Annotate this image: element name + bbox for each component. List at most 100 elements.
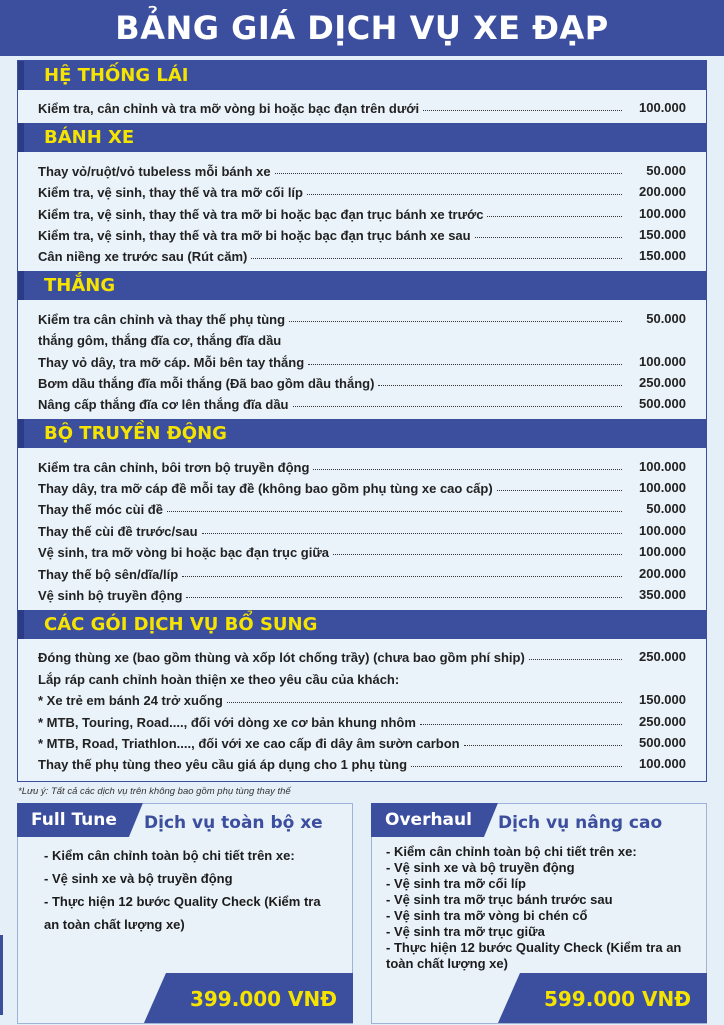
- service-price: 500.000: [639, 396, 686, 412]
- service-price: 100.000: [639, 522, 686, 538]
- package-list: - Kiểm cân chỉnh toàn bộ chi tiết trên x…: [44, 844, 334, 936]
- service-name: Thay vỏ dây, tra mỡ cáp. Mỗi bên tay thắ…: [38, 354, 305, 370]
- service-price: 100.000: [639, 100, 686, 116]
- section-title: BÁNH XE: [18, 123, 706, 153]
- package-list: - Kiểm cân chỉnh toàn bộ chi tiết trên x…: [386, 844, 696, 972]
- service-name: Nâng cấp thắng đĩa cơ lên thắng đĩa dầu: [38, 397, 289, 413]
- dot-leader: [463, 744, 622, 746]
- dot-leader: [474, 236, 622, 238]
- service-name: * MTB, Road, Triathlon...., đối với xe c…: [38, 735, 460, 751]
- dot-leader: [182, 575, 622, 577]
- dot-leader: [226, 702, 622, 704]
- package-card: Full Tune Dịch vụ toàn bộ xe - Kiểm cân ch…: [17, 803, 353, 1024]
- package-item: - Vệ sinh tra mỡ vòng bi chén cổ: [386, 908, 588, 923]
- service-price: 50.000: [646, 162, 686, 178]
- dot-leader: [186, 597, 622, 599]
- dot-leader: [251, 258, 622, 260]
- service-price: 350.000: [639, 587, 686, 603]
- service-price: 100.000: [639, 480, 686, 496]
- service-name: Thay dây, tra mỡ cáp đề mỗi tay đề (khôn…: [38, 481, 493, 497]
- price-row: Thay dây, tra mỡ cáp đề mỗi tay đề (khôn…: [38, 475, 686, 496]
- price-row: Vệ sinh bộ truyền động 350.000: [38, 582, 686, 603]
- service-name: Kiểm tra, cân chỉnh và tra mỡ vòng bi ho…: [38, 101, 420, 117]
- service-price: 250.000: [639, 713, 686, 729]
- package-item: - Thực hiện 12 bước Quality Check (Kiểm …: [386, 940, 682, 971]
- price-row: Kiểm tra, vệ sinh, thay thế và tra mỡ cố…: [38, 179, 686, 200]
- service-price: 100.000: [639, 458, 686, 474]
- dot-leader: [166, 511, 622, 513]
- service-name: Thay thế cùi đề trước/sau: [38, 523, 198, 539]
- package-item: - Vệ sinh xe và bộ truyền động: [386, 860, 575, 875]
- package-item: - Vệ sinh tra mỡ cối líp: [386, 876, 526, 891]
- dot-leader: [308, 363, 622, 365]
- price-row: Bơm dầu thắng đĩa mỗi thắng (Đã bao gồm …: [38, 370, 686, 391]
- price-row: Kiểm tra, vệ sinh, thay thế và tra mỡ bi…: [38, 200, 686, 222]
- package-item: - Vệ sinh xe và bộ truyền động: [44, 871, 233, 886]
- price-row: Đóng thùng xe (bao gồm thùng và xốp lót …: [38, 644, 686, 665]
- service-name: Bơm dầu thắng đĩa mỗi thắng (Đã bao gồm …: [38, 375, 375, 391]
- service-name: Kiểm tra cân chỉnh, bôi trơn bộ truyền đ…: [38, 459, 310, 475]
- price-row: Kiểm tra cân chỉnh, bôi trơn bộ truyền đ…: [38, 453, 686, 475]
- package-title: Dịch vụ nâng cao: [498, 813, 663, 833]
- service-name: Thay vỏ/ruột/vỏ tubeless mỗi bánh xe: [38, 163, 271, 179]
- package-card: Overhaul Dịch vụ nâng cao - Kiểm cân chỉnh…: [371, 803, 707, 1024]
- price-row: Kiểm tra, vệ sinh, thay thế và tra mỡ bi…: [38, 222, 686, 243]
- price-row: Thay thế phụ tùng theo yêu cầu giá áp dụ…: [38, 751, 686, 772]
- price-board: HỆ THỐNG LÁI Kiểm tra, cân chỉnh và tra m…: [17, 60, 707, 782]
- section: BÁNH XE Thay vỏ/ruột/vỏ tubeless mỗi bánh…: [18, 123, 706, 271]
- price-row: * Xe trẻ em bánh 24 trở xuống 150.000: [38, 687, 686, 708]
- dot-leader: [333, 554, 622, 556]
- service-name: Kiểm tra, vệ sinh, thay thế và tra mỡ bi…: [38, 206, 484, 222]
- service-price: 100.000: [639, 544, 686, 560]
- service-name: Thay thế phụ tùng theo yêu cầu giá áp dụ…: [38, 757, 408, 773]
- package-item: - Thực hiện 12 bước Quality Check (Kiểm …: [44, 894, 321, 932]
- service-price: 100.000: [639, 353, 686, 369]
- package-title: Dịch vụ toàn bộ xe: [144, 813, 323, 833]
- price-row: Thay thế cùi đề trước/sau 100.000: [38, 517, 686, 539]
- price-row: Kiểm tra cân chỉnh và thay thế phụ tùng 5…: [38, 305, 686, 327]
- service-name: Kiểm tra, vệ sinh, thay thế và tra mỡ bi…: [38, 227, 471, 243]
- section: HỆ THỐNG LÁI Kiểm tra, cân chỉnh và tra m…: [18, 61, 706, 123]
- dot-leader: [496, 490, 622, 492]
- price-row: Thay thế móc cùi đề 50.000: [38, 496, 686, 517]
- service-name: Kiểm tra cân chỉnh và thay thế phụ tùng: [38, 311, 286, 327]
- price-row: Kiểm tra, cân chỉnh và tra mỡ vòng bi ho…: [38, 95, 686, 116]
- dot-leader: [274, 172, 622, 174]
- package-item: - Kiểm cân chỉnh toàn bộ chi tiết trên x…: [44, 848, 295, 863]
- package-badge: Overhaul: [371, 803, 498, 837]
- service-name: Thay thế móc cùi đề: [38, 502, 163, 518]
- package-item: - Vệ sinh tra mỡ trục giữa: [386, 924, 545, 939]
- rows: Kiểm tra cân chỉnh và thay thế phụ tùng 5…: [18, 300, 706, 419]
- package-price: 399.000 VNĐ: [143, 973, 353, 1023]
- package-badge: Full Tune: [17, 803, 143, 837]
- service-price: 250.000: [639, 374, 686, 390]
- dot-leader: [423, 110, 622, 112]
- service-price: 500.000: [639, 734, 686, 750]
- dot-leader: [289, 320, 622, 322]
- section-title: BỘ TRUYỀN ĐỘNG: [18, 419, 706, 449]
- service-price: 150.000: [639, 248, 686, 264]
- price-row: thắng gôm, thắng đĩa cơ, thắng đĩa dầu: [38, 327, 686, 348]
- package-item: - Vệ sinh tra mỡ trục bánh trước sau: [386, 892, 613, 907]
- service-price: 50.000: [646, 501, 686, 517]
- section-title: THẮNG: [18, 271, 706, 301]
- section-title: CÁC GÓI DỊCH VỤ BỔ SUNG: [18, 610, 706, 640]
- service-price: 150.000: [639, 226, 686, 242]
- service-price: 200.000: [639, 565, 686, 581]
- dot-leader: [411, 766, 622, 768]
- price-row: Nâng cấp thắng đĩa cơ lên thắng đĩa dầu 5…: [38, 391, 686, 412]
- price-row: * MTB, Touring, Road...., đối với dòng x…: [38, 708, 686, 730]
- service-price: 150.000: [639, 692, 686, 708]
- service-name: Cân niềng xe trước sau (Rút căm): [38, 249, 248, 265]
- dot-leader: [292, 406, 622, 408]
- service-name: thắng gôm, thắng đĩa cơ, thắng đĩa dầu: [38, 333, 282, 349]
- service-price: 50.000: [646, 310, 686, 326]
- rows: Kiểm tra cân chỉnh, bôi trơn bộ truyền đ…: [18, 448, 706, 610]
- section: BỘ TRUYỀN ĐỘNG Kiểm tra cân chỉnh, bôi tr…: [18, 419, 706, 610]
- service-price: 250.000: [639, 649, 686, 665]
- section-title: HỆ THỐNG LÁI: [18, 61, 706, 90]
- service-name: * Xe trẻ em bánh 24 trở xuống: [38, 693, 223, 709]
- dot-leader: [419, 723, 622, 725]
- section: CÁC GÓI DỊCH VỤ BỔ SUNG Đóng thùng xe (ba…: [18, 610, 706, 779]
